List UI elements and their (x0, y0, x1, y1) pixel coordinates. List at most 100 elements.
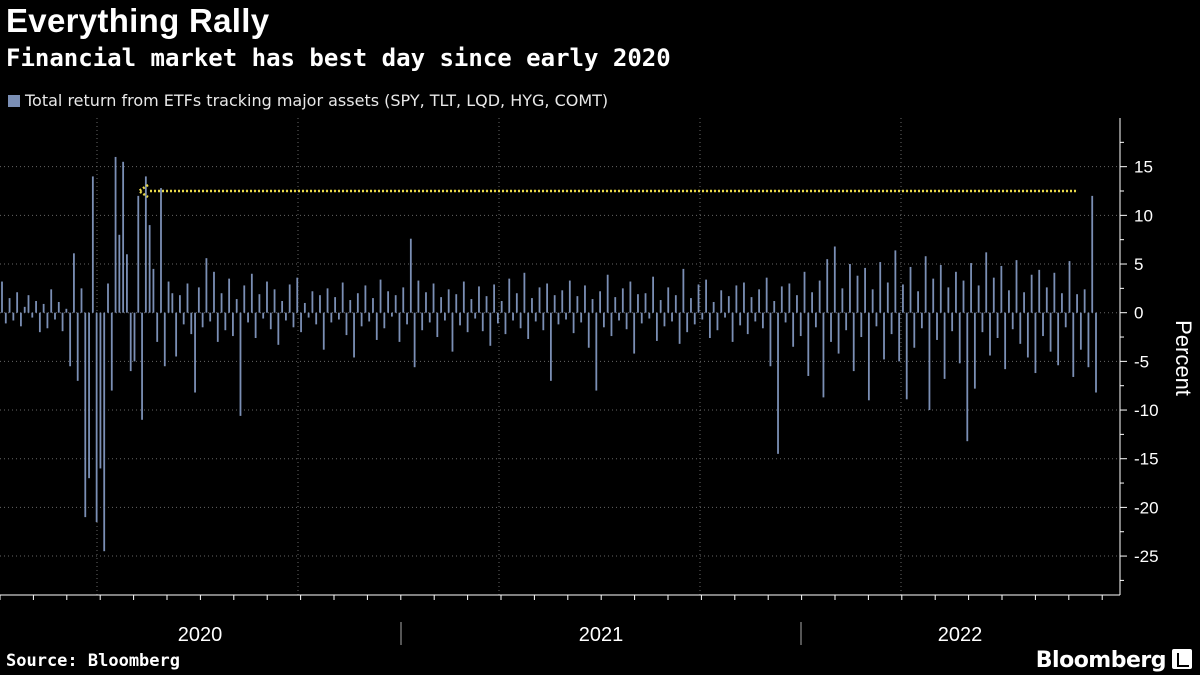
bar (602, 312, 605, 328)
bar (886, 282, 889, 313)
bar (625, 312, 628, 330)
bar (470, 299, 473, 313)
bloomberg-chart-icon (1172, 649, 1192, 669)
bar (152, 268, 155, 313)
bar (731, 312, 734, 342)
bar (281, 301, 284, 313)
bar (599, 291, 602, 313)
y-tick-label: -10 (1134, 401, 1159, 420)
bar (485, 296, 488, 313)
bar (720, 290, 723, 313)
bar (818, 280, 821, 313)
bar (156, 312, 159, 342)
bar (31, 312, 34, 318)
bar (973, 312, 976, 389)
bar (981, 312, 984, 333)
bar (580, 312, 583, 323)
bar (80, 288, 83, 313)
bar (20, 312, 22, 327)
bar (879, 262, 882, 313)
bar (1091, 195, 1094, 313)
bar (387, 291, 390, 313)
bar (91, 176, 94, 313)
bar (708, 312, 711, 339)
bar (746, 312, 749, 335)
bar (811, 292, 813, 313)
bar (845, 312, 848, 331)
y-axis-title: Percent (1171, 320, 1196, 396)
bar (966, 312, 969, 442)
bar (1015, 260, 1018, 313)
bar (269, 312, 272, 330)
bar (425, 292, 427, 313)
bar (69, 312, 72, 367)
bar (947, 287, 950, 313)
bar (474, 312, 477, 319)
bar (1087, 312, 1090, 368)
bar (288, 284, 291, 313)
bar (867, 312, 870, 401)
bar (1042, 312, 1044, 337)
y-tick-label: -25 (1134, 547, 1159, 566)
bar (633, 312, 636, 354)
bar (985, 252, 988, 313)
bar (459, 312, 461, 326)
bar (319, 295, 321, 313)
bar (833, 246, 836, 313)
bar (1019, 312, 1022, 344)
bar (406, 312, 408, 325)
bar (1079, 312, 1082, 350)
bar (534, 312, 537, 322)
bar (917, 291, 919, 313)
x-axis-label: 2021 (579, 624, 624, 646)
bar (353, 312, 355, 358)
bar (515, 293, 518, 313)
bar (322, 312, 325, 350)
bar (409, 238, 412, 313)
bar (905, 312, 908, 400)
bar (576, 296, 579, 313)
bar (417, 280, 420, 313)
bar (201, 312, 204, 328)
bar (705, 279, 707, 313)
bar (95, 312, 98, 522)
bar (512, 312, 514, 321)
bar (644, 293, 647, 313)
bar (652, 276, 655, 313)
bar (663, 312, 666, 327)
bar (375, 312, 378, 340)
bar (391, 312, 393, 317)
bar (42, 303, 45, 313)
bar (701, 312, 704, 320)
bar (1026, 312, 1029, 358)
bar (46, 312, 49, 329)
bar (674, 295, 677, 313)
bar (76, 312, 79, 381)
bar (402, 287, 405, 313)
bar (883, 312, 885, 360)
x-axis-label: 2020 (178, 624, 223, 646)
bar (841, 288, 844, 313)
bar (936, 312, 938, 340)
bar (807, 312, 810, 376)
bar (553, 295, 556, 313)
bar (799, 312, 802, 337)
bar (690, 298, 692, 313)
bar (54, 312, 56, 320)
bar (584, 285, 586, 313)
bar (216, 312, 219, 342)
bar (542, 312, 545, 331)
bar (614, 297, 617, 313)
brand-logo-text: Bloomberg (1035, 648, 1167, 673)
bar (27, 295, 30, 313)
y-tick-label: 10 (1134, 206, 1153, 225)
bar (107, 283, 109, 313)
bar (913, 312, 916, 348)
bar (4, 312, 7, 324)
bar (765, 277, 768, 313)
bar (739, 312, 742, 326)
bar (852, 312, 855, 372)
bar (228, 278, 231, 313)
bar (519, 312, 522, 329)
bar (311, 291, 314, 313)
